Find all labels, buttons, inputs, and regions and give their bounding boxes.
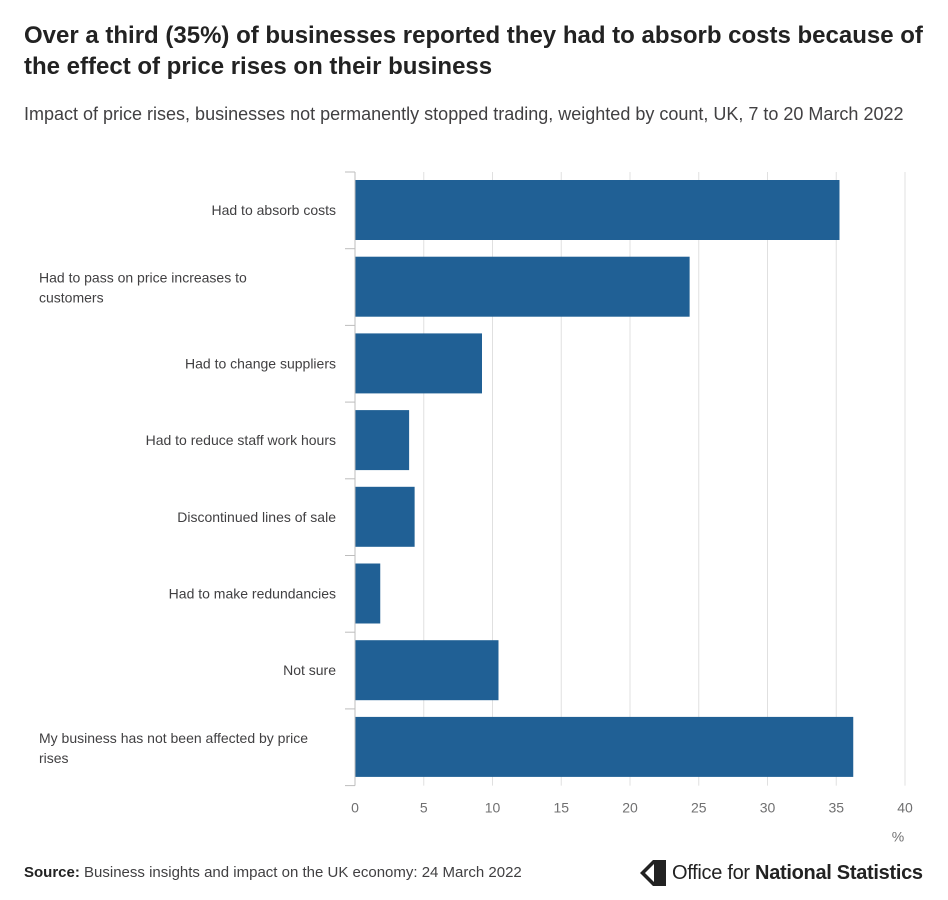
bar[interactable]	[355, 180, 840, 240]
x-tick-label: 15	[553, 800, 569, 816]
logo-text-bold: National Statistics	[755, 861, 923, 884]
x-tick-label: 5	[420, 800, 428, 816]
x-tick-label: 30	[760, 800, 776, 816]
category-label: Had to make redundancies	[169, 586, 336, 602]
x-axis-unit-label: %	[892, 829, 904, 845]
bar[interactable]	[355, 256, 690, 317]
x-tick-label: 10	[485, 800, 501, 816]
bars	[355, 180, 854, 777]
chart-title: Over a third (35%) of businesses reporte…	[24, 22, 923, 80]
category-labels: Had to absorb costs Had to pass on price …	[39, 202, 336, 766]
x-tick-label: 35	[828, 800, 844, 816]
logo-text-light: Office for	[672, 861, 750, 884]
x-tick-label: 0	[351, 800, 359, 816]
category-label: Had to change suppliers	[185, 355, 336, 371]
category-label: Had to absorb costs	[211, 202, 336, 218]
bar[interactable]	[355, 410, 410, 471]
source-label: Source:	[24, 864, 80, 881]
category-label: Had to reduce staff work hours	[146, 432, 336, 448]
bar[interactable]	[355, 563, 381, 624]
chart-subtitle: Impact of price rises, businesses not pe…	[24, 104, 904, 124]
x-tick-label: 20	[622, 800, 638, 816]
bar[interactable]	[355, 640, 499, 701]
source-note: Source: Business insights and impact on …	[24, 864, 522, 881]
x-tick-label: 40	[897, 800, 913, 816]
category-label: My business has not been affected by pri…	[39, 730, 308, 746]
category-label: rises	[39, 750, 69, 766]
category-label: Discontinued lines of sale	[177, 509, 336, 525]
ons-logo[interactable]: Office for National Statistics	[640, 858, 923, 888]
bar-chart: Had to absorb costs Had to pass on price …	[39, 171, 913, 845]
bar[interactable]	[355, 486, 415, 547]
category-label: Not sure	[283, 662, 336, 678]
category-label: customers	[39, 290, 104, 306]
x-tick-label: 25	[691, 800, 707, 816]
bar[interactable]	[355, 333, 483, 394]
x-axis-ticks: 0 5 10 15 20 25 30 35 40%	[351, 800, 913, 845]
ons-logo-icon	[640, 860, 666, 886]
source-text: Business insights and impact on the UK e…	[84, 864, 522, 881]
bar[interactable]	[355, 716, 854, 777]
ons-logo-text: Office for National Statistics	[672, 862, 923, 885]
category-label: Had to pass on price increases to	[39, 270, 247, 286]
